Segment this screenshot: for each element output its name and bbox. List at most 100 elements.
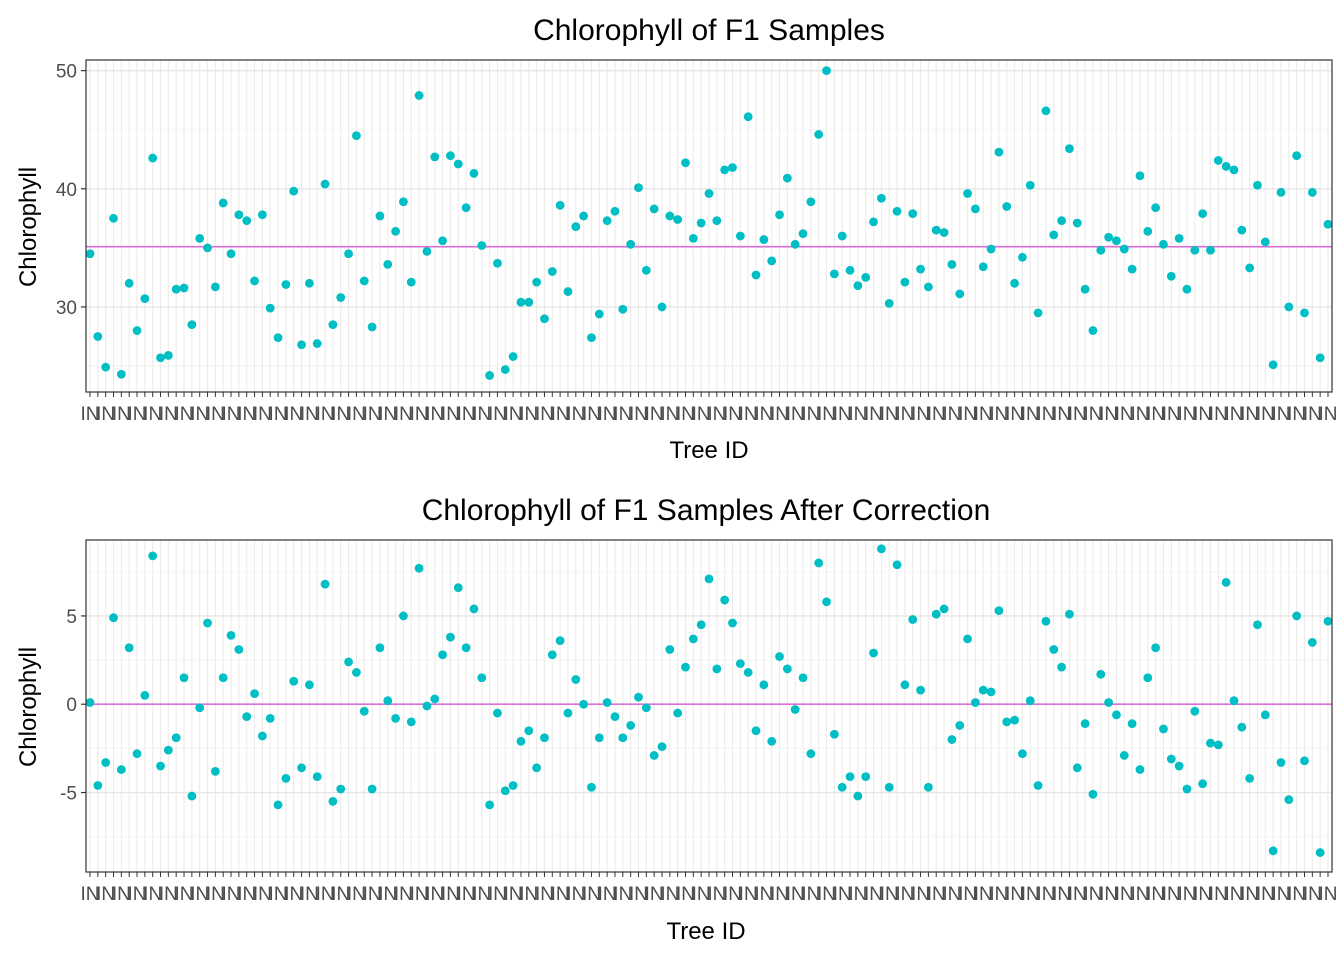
- data-point: [688, 234, 698, 243]
- data-point: [289, 186, 299, 196]
- data-point: [93, 781, 103, 790]
- x-tick-label: IN: [488, 884, 507, 905]
- data-point: [508, 781, 518, 790]
- data-point: [203, 618, 212, 628]
- gridlines: [86, 60, 1332, 392]
- data-point: [814, 130, 824, 139]
- data-point: [1245, 774, 1255, 783]
- data-point: [281, 280, 291, 289]
- data-point: [1174, 761, 1184, 771]
- data-point: [916, 685, 925, 695]
- data-point: [798, 673, 808, 683]
- data-point: [743, 112, 753, 122]
- data-point: [250, 276, 259, 286]
- x-tick-label: IN: [817, 884, 836, 905]
- data-point: [963, 634, 972, 644]
- data-point: [85, 249, 95, 259]
- data-point: [430, 152, 440, 162]
- x-tick-label: IN: [801, 884, 820, 905]
- chart-panel-corrected: Chlorophyll of F1 Samples After Correcti…: [15, 494, 1338, 945]
- x-tick-label: IN: [848, 404, 867, 425]
- data-point: [1072, 218, 1082, 228]
- data-point: [618, 733, 628, 743]
- x-tick-label: IN: [331, 884, 350, 905]
- data-point: [900, 277, 910, 287]
- x-tick-label: IN: [300, 884, 319, 905]
- data-point: [728, 163, 737, 172]
- x-tick-labels: ININININININININININININININININININININ…: [81, 872, 1338, 905]
- x-tick-label: IN: [692, 884, 711, 905]
- data-point: [461, 203, 471, 213]
- x-tick-label: IN: [472, 404, 491, 425]
- data-point: [1143, 673, 1153, 683]
- data-point: [649, 204, 659, 214]
- x-tick-label: IN: [707, 884, 726, 905]
- data-point: [923, 782, 933, 792]
- x-tick-label: IN: [989, 884, 1008, 905]
- data-point: [1002, 717, 1012, 727]
- data-point: [853, 791, 863, 801]
- data-point: [1018, 749, 1027, 759]
- data-point: [383, 259, 393, 269]
- x-tick-label: IN: [974, 404, 993, 425]
- data-point: [579, 699, 589, 709]
- x-tick-label: IN: [723, 404, 742, 425]
- x-tick-label: IN: [128, 884, 147, 905]
- data-point: [673, 215, 683, 224]
- data-point: [829, 729, 839, 739]
- data-point: [101, 362, 111, 372]
- data-point: [1080, 284, 1090, 294]
- data-point: [1253, 620, 1262, 630]
- data-point: [1174, 234, 1184, 243]
- x-tick-label: IN: [269, 404, 288, 425]
- data-point: [304, 680, 314, 690]
- x-tick-label: IN: [143, 884, 162, 905]
- data-point: [782, 664, 792, 674]
- x-tick-label: IN: [551, 884, 570, 905]
- data-point: [218, 198, 228, 208]
- data-point: [712, 216, 722, 226]
- data-point: [156, 761, 165, 771]
- x-axis-label: Tree ID: [666, 918, 745, 945]
- x-tick-label: IN: [159, 404, 178, 425]
- data-point: [1260, 710, 1270, 720]
- data-point: [1057, 216, 1066, 226]
- x-tick-label: IN: [629, 404, 648, 425]
- data-point: [704, 189, 714, 198]
- data-point: [657, 302, 667, 312]
- data-point: [289, 676, 299, 686]
- data-point: [124, 643, 134, 653]
- data-point: [93, 332, 103, 341]
- x-tick-label: IN: [410, 404, 429, 425]
- x-tick-label: IN: [911, 404, 930, 425]
- x-tick-label: IN: [143, 404, 162, 425]
- data-point: [978, 262, 988, 272]
- data-point: [359, 276, 369, 286]
- data-point: [626, 239, 636, 249]
- data-point: [931, 609, 941, 619]
- y-axis-label: Chlorophyll: [15, 647, 42, 767]
- data-point: [1041, 106, 1051, 116]
- x-tick-label: IN: [331, 404, 350, 425]
- data-point: [837, 231, 847, 241]
- x-tick-label: IN: [1240, 404, 1259, 425]
- data-point: [837, 782, 847, 792]
- data-point: [352, 668, 361, 677]
- data-point: [767, 736, 777, 746]
- data-point: [524, 297, 534, 307]
- data-point: [1065, 144, 1074, 154]
- data-point: [704, 574, 714, 584]
- x-tick-label: IN: [96, 884, 115, 905]
- data-point: [735, 659, 745, 669]
- data-point: [1206, 245, 1215, 255]
- data-point: [226, 249, 236, 259]
- data-point: [500, 365, 510, 374]
- data-point: [1190, 245, 1200, 255]
- data-point: [1166, 271, 1176, 281]
- data-point: [571, 222, 581, 231]
- data-point: [1292, 151, 1302, 161]
- x-tick-label: IN: [880, 884, 899, 905]
- data-point: [861, 272, 871, 282]
- data-point: [124, 278, 134, 288]
- data-point: [735, 231, 745, 241]
